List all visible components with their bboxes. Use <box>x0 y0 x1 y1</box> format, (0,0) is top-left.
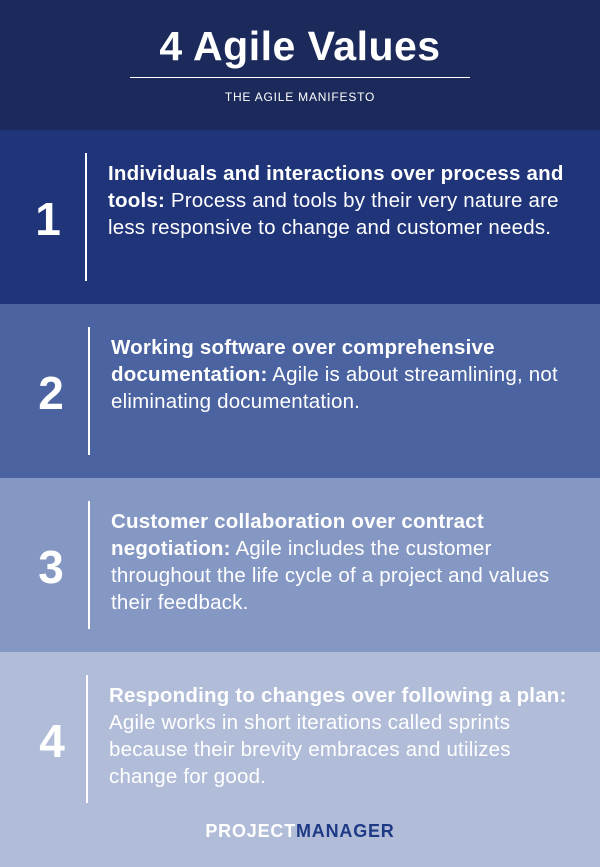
value-divider <box>86 675 88 803</box>
value-body: Process and tools by their very nature a… <box>108 189 559 239</box>
page-subtitle: THE AGILE MANIFESTO <box>224 90 376 104</box>
value-heading: Working software over comprehensive docu… <box>111 336 495 386</box>
value-body: Agile works in short iterations called s… <box>109 711 511 788</box>
value-heading: Individuals and interactions over proces… <box>108 162 564 212</box>
brand-logo: PROJECTMANAGER <box>0 821 600 841</box>
value-text: Working software over comprehensive docu… <box>111 334 581 415</box>
value-text: Customer collaboration over contract neg… <box>111 508 571 616</box>
value-divider <box>85 153 87 281</box>
value-card-4: 4 Responding to changes over following a… <box>0 652 600 867</box>
value-number: 2 <box>38 367 64 419</box>
value-card-1: 1 Individuals and interactions over proc… <box>0 130 600 304</box>
brand-logo-part2: MANAGER <box>296 821 395 841</box>
value-text: Individuals and interactions over proces… <box>108 160 568 241</box>
value-text: Responding to changes over following a p… <box>109 682 579 790</box>
value-card-2: 2 Working software over comprehensive do… <box>0 304 600 478</box>
header: 4 Agile Values THE AGILE MANIFESTO <box>0 0 600 130</box>
page-title: 4 Agile Values <box>159 23 441 69</box>
title-underline <box>130 77 470 78</box>
value-number: 3 <box>38 541 64 593</box>
brand-logo-part1: PROJECT <box>205 821 296 841</box>
value-body: Agile includes the customer throughout t… <box>111 537 550 614</box>
value-heading: Responding to changes over following a p… <box>109 684 567 707</box>
value-body: Agile is about streamlining, not elimina… <box>111 363 558 413</box>
value-divider <box>88 501 90 629</box>
value-divider <box>88 327 90 455</box>
value-number: 1 <box>35 193 61 245</box>
value-number: 4 <box>39 715 65 767</box>
value-card-3: 3 Customer collaboration over contract n… <box>0 478 600 652</box>
value-heading: Customer collaboration over contract neg… <box>111 510 484 560</box>
